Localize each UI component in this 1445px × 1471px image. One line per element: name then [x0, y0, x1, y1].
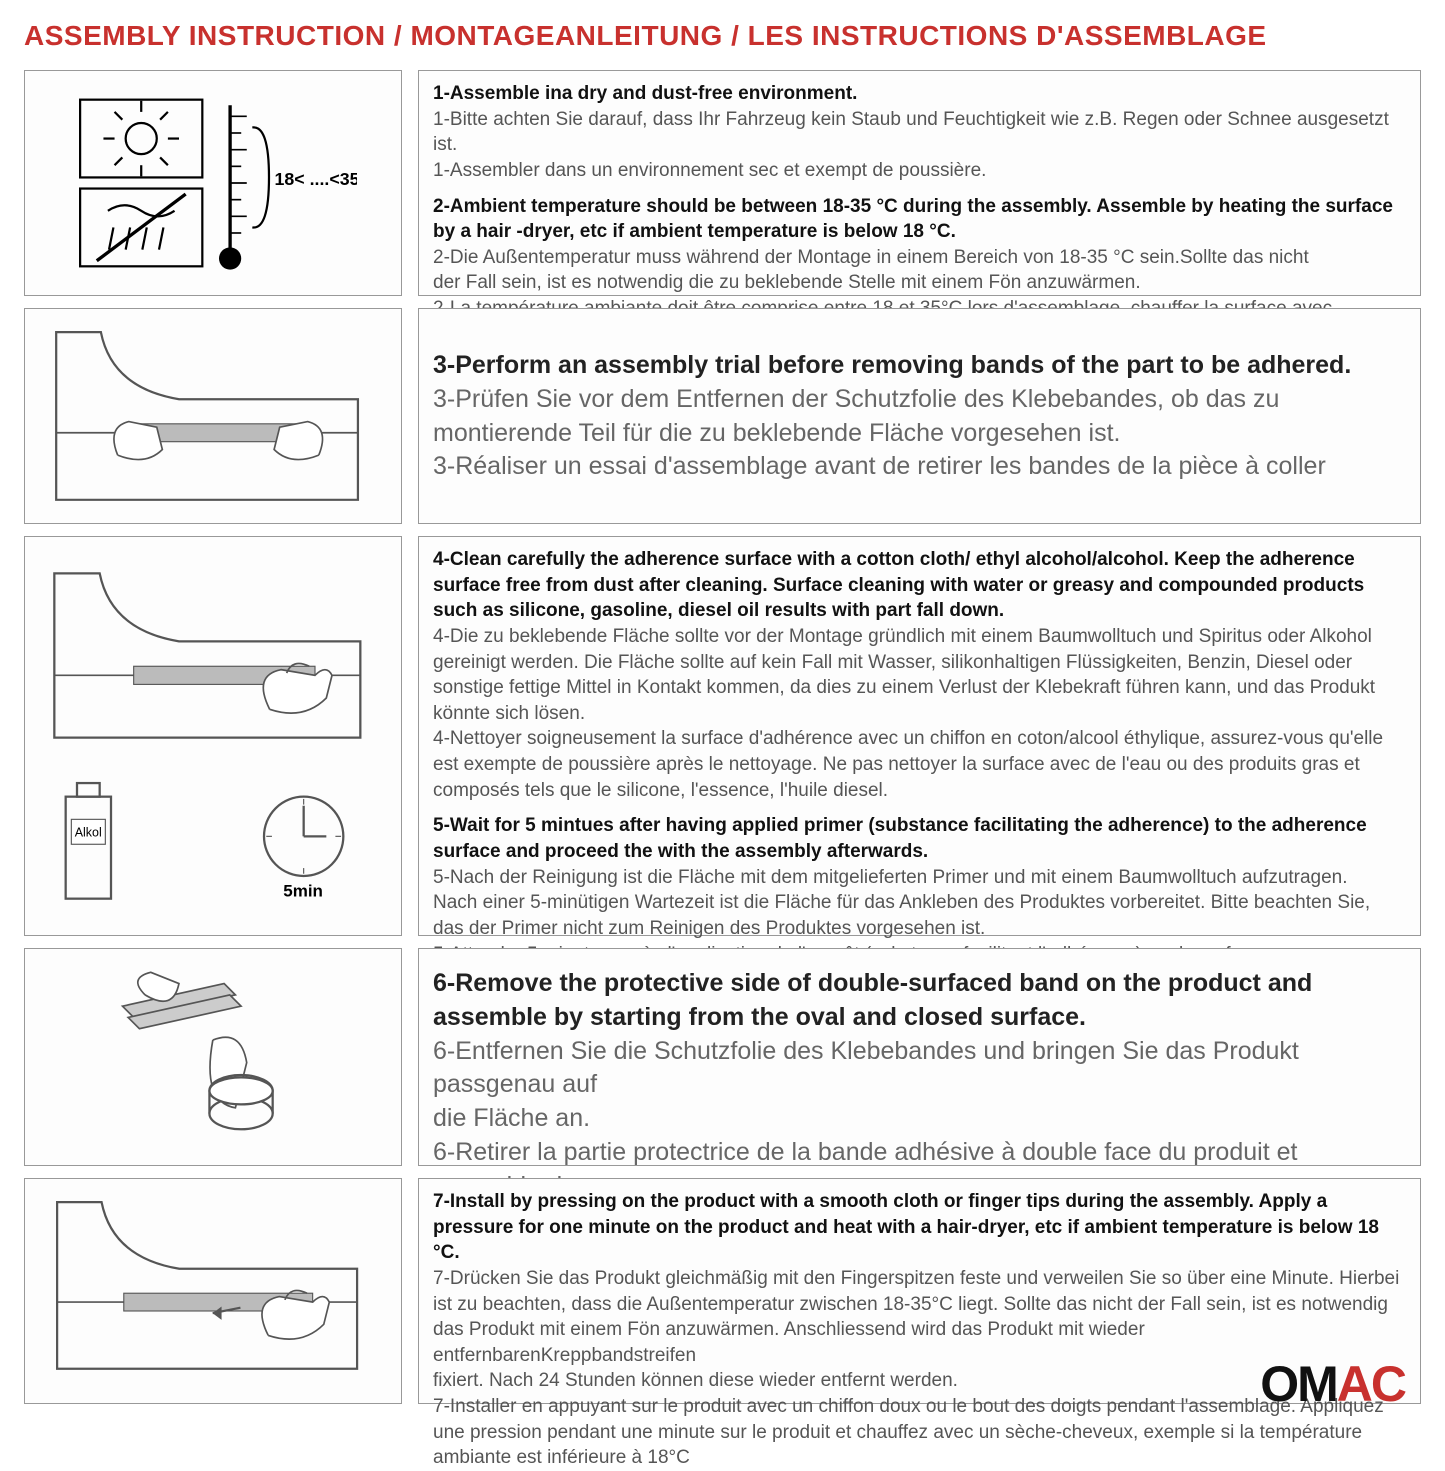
remove-protective-icon [66, 961, 360, 1153]
environment-temp-icon: 18< ....<35 C [69, 83, 358, 283]
step-1-2-illustration: 18< ....<35 C [24, 70, 402, 296]
step-1-2-text: 1-Assemble ina dry and dust-free environ… [418, 70, 1421, 296]
step4-de-c: sonstige fettige Mittel in Kontakt komme… [433, 675, 1406, 701]
step-6-text: 6-Remove the protective side of double-s… [418, 948, 1421, 1166]
step4-en: 4-Clean carefully the adherence surface … [433, 547, 1406, 624]
step-1-2-row: 18< ....<35 C 1-Assemble ina dry and dus… [24, 70, 1421, 296]
step-6-illustration [24, 948, 402, 1166]
step2-en: 2-Ambient temperature should be between … [433, 194, 1406, 245]
step1-de: 1-Bitte achten Sie darauf, dass Ihr Fahr… [433, 107, 1406, 158]
step-4-5-illustration: Alkol 5min [24, 536, 402, 936]
step4-fr-a: 4-Nettoyer soigneusement la surface d'ad… [433, 726, 1406, 752]
step2-de-a: 2-Die Außentemperatur muss während der M… [433, 245, 1406, 271]
step-3-illustration [24, 308, 402, 524]
step7-de-b: ist zu beachten, dass die Außentemperatu… [433, 1292, 1406, 1318]
step7-en: 7-Install by pressing on the product wit… [433, 1189, 1406, 1266]
step1-en: 1-Assemble ina dry and dust-free environ… [433, 81, 1406, 107]
brand-logo: OMAC [1260, 1355, 1405, 1413]
clean-surface-icon [43, 562, 383, 766]
step7-fr-b: une pression pendant une minute sur le p… [433, 1420, 1406, 1446]
step4-de-a: 4-Die zu beklebende Fläche sollte vor de… [433, 624, 1406, 650]
step-4-5-row: Alkol 5min 4-Clean carefully the adheren… [24, 536, 1421, 936]
press-install-icon [46, 1191, 379, 1391]
logo-part-1: OM [1260, 1356, 1337, 1412]
step5-en: 5-Wait for 5 mintues after having applie… [433, 813, 1406, 864]
step6-de-a: 6-Entfernen Sie die Schutzfolie des Kleb… [433, 1035, 1406, 1103]
step3-de-b: montierende Teil für die zu beklebende F… [433, 417, 1406, 451]
step-7-row: 7-Install by pressing on the product wit… [24, 1178, 1421, 1404]
step4-de-b: gereinigt werden. Die Fläche sollte auf … [433, 650, 1406, 676]
step4-fr-b: est exempte de poussière après le nettoy… [433, 752, 1406, 778]
step3-de-a: 3-Prüfen Sie vor dem Entfernen der Schut… [433, 383, 1406, 417]
step5-de-a: 5-Nach der Reinigung ist die Fläche mit … [433, 865, 1406, 891]
step1-fr: 1-Assembler dans un environnement sec et… [433, 158, 1406, 184]
step2-de-b: der Fall sein, ist es notwendig die zu b… [433, 270, 1406, 296]
trial-fit-icon [45, 321, 380, 511]
page-title: ASSEMBLY INSTRUCTION / MONTAGEANLEITUNG … [24, 20, 1421, 52]
step3-fr: 3-Réaliser un essai d'assemblage avant d… [433, 450, 1406, 484]
step6-de-b: die Fläche an. [433, 1102, 1406, 1136]
step3-en: 3-Perform an assembly trial before remov… [433, 349, 1406, 383]
alcohol-timer-icon: Alkol 5min [43, 774, 383, 910]
step-3-row: 3-Perform an assembly trial before remov… [24, 308, 1421, 524]
step-3-text: 3-Perform an assembly trial before remov… [418, 308, 1421, 524]
step-6-row: 6-Remove the protective side of double-s… [24, 948, 1421, 1166]
logo-part-2: AC [1337, 1356, 1405, 1412]
step7-de-a: 7-Drücken Sie das Produkt gleichmäßig mi… [433, 1266, 1406, 1292]
step6-en: 6-Remove the protective side of double-s… [433, 967, 1406, 1035]
step-4-5-text: 4-Clean carefully the adherence surface … [418, 536, 1421, 936]
step4-fr-c: composés tels que le silicone, l'essence… [433, 778, 1406, 804]
svg-text:18< ....<35 C: 18< ....<35 C [274, 169, 357, 189]
step7-fr-c: ambiante est inférieure à 18°C [433, 1445, 1406, 1471]
step5-de-c: das der Primer nicht zum Reinigen des Pr… [433, 916, 1406, 942]
step5-de-b: Nach einer 5-minütigen Wartezeit ist die… [433, 890, 1406, 916]
svg-text:5min: 5min [283, 881, 323, 900]
svg-text:Alkol: Alkol [75, 825, 102, 839]
step-7-illustration [24, 1178, 402, 1404]
step4-de-d: könnte sich lösen. [433, 701, 1406, 727]
